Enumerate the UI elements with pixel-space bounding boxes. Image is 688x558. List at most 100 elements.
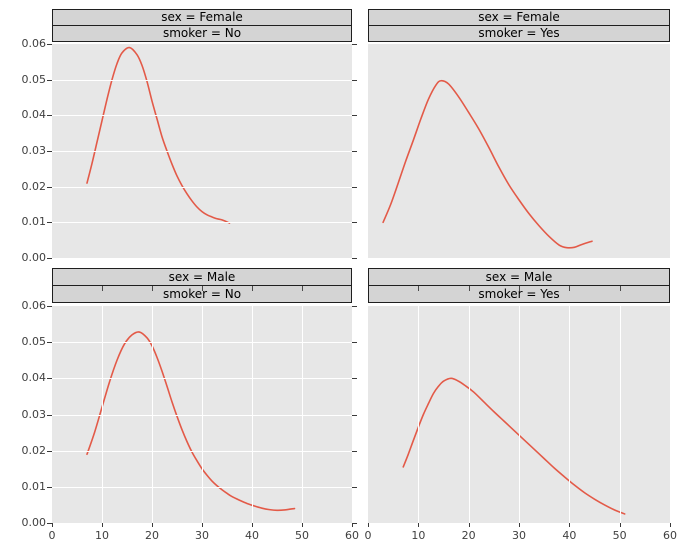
y-tick-label: 0.01 <box>21 479 47 493</box>
y-tick-label: 0.00 <box>21 251 47 264</box>
x-tick-mark-top <box>418 286 420 291</box>
gridline-vertical <box>468 306 470 523</box>
facet-strip-smoker-label: smoker = Yes <box>478 287 560 301</box>
facet-strip-sex-label: sex = Male <box>168 270 236 284</box>
x-tick-mark <box>202 523 203 527</box>
gridline-horizontal <box>52 378 352 380</box>
gridline-vertical <box>569 306 571 523</box>
y-tick-mark-right <box>352 151 357 152</box>
plot-panel-female-no <box>52 44 352 258</box>
y-tick-mark-right <box>352 342 357 344</box>
facet-strip-smoker-label: smoker = No <box>162 287 242 301</box>
y-tick-mark-right <box>352 79 357 81</box>
x-tick-label: 50 <box>612 529 627 542</box>
x-tick-label: 10 <box>411 529 426 542</box>
facet-strip-smoker: smoker = No <box>52 25 352 42</box>
facet-strip-sex: sex = Male <box>368 268 670 286</box>
facet-strip-smoker: smoker = Yes <box>368 25 670 42</box>
x-tick-label: 30 <box>195 529 209 542</box>
x-tick-mark-top <box>252 286 253 291</box>
y-tick-mark <box>47 115 52 117</box>
y-tick-mark <box>47 306 52 307</box>
x-tick-mark-top <box>302 286 303 291</box>
x-tick-mark-top <box>468 286 470 291</box>
facet-strip-smoker: smoker = No <box>52 285 352 303</box>
y-tick-mark-right <box>352 258 357 259</box>
x-tick-label: 50 <box>295 529 309 542</box>
gridline-horizontal <box>52 414 352 416</box>
kde-curve-svg <box>382 79 593 249</box>
x-tick-label: 20 <box>145 529 159 542</box>
x-tick-mark-top <box>102 286 103 291</box>
facet-female-no: sex = Female smoker = No <box>52 0 352 558</box>
y-tick-label: 0.03 <box>21 407 47 421</box>
x-tick-label: 0 <box>364 529 372 542</box>
y-tick-label: 0.04 <box>21 371 47 385</box>
x-tick-label: 60 <box>345 529 359 542</box>
y-tick-mark-right <box>352 523 357 524</box>
kde-curve <box>402 377 626 515</box>
plot-panel-male-yes <box>368 306 670 523</box>
x-tick-mark <box>519 523 520 527</box>
y-tick-mark <box>47 414 52 416</box>
y-tick-label: 0.02 <box>21 179 47 193</box>
y-tick-label: 0.00 <box>21 516 47 529</box>
x-tick-mark <box>102 523 103 527</box>
x-tick-label: 10 <box>95 529 109 542</box>
gridline-horizontal <box>52 115 352 117</box>
y-tick-mark <box>47 486 52 488</box>
x-tick-mark <box>619 523 621 527</box>
facet-strip-smoker: smoker = Yes <box>368 285 670 303</box>
facet-male-no: sex = Male smoker = No <box>52 0 352 558</box>
y-tick-mark <box>47 342 52 344</box>
y-tick-mark-right <box>352 486 357 488</box>
kde-curve-svg <box>86 46 231 224</box>
x-tick-label: 40 <box>245 529 259 542</box>
y-tick-label: 0.06 <box>21 37 47 50</box>
facet-male-yes: sex = Male smoker = Yes <box>368 0 670 558</box>
y-tick-mark <box>47 186 52 188</box>
y-tick-label: 0.02 <box>21 443 47 457</box>
x-tick-mark-top <box>202 286 203 291</box>
y-tick-label: 0.05 <box>21 72 47 86</box>
gridline-vertical <box>418 306 420 523</box>
y-tick-mark <box>47 222 52 224</box>
y-tick-mark-right <box>352 115 357 117</box>
x-tick-mark-top <box>152 286 153 291</box>
kde-curve <box>86 46 231 224</box>
x-tick-mark <box>302 523 303 527</box>
gridline-vertical <box>519 306 520 523</box>
x-tick-mark <box>152 523 153 527</box>
x-tick-mark <box>670 523 671 527</box>
y-tick-mark <box>47 44 52 45</box>
y-tick-mark <box>47 151 52 152</box>
x-tick-mark <box>352 523 353 527</box>
y-tick-mark-right <box>352 44 357 45</box>
plot-panel-male-no <box>52 306 352 523</box>
gridline-vertical <box>619 306 621 523</box>
gridline-horizontal <box>52 450 352 452</box>
facet-female-yes: sex = Female smoker = Yes <box>368 0 670 558</box>
kde-curve <box>86 331 296 512</box>
kde-curve-svg <box>86 331 296 512</box>
y-tick-label: 0.05 <box>21 335 47 349</box>
y-tick-mark-right <box>352 414 357 416</box>
x-tick-mark-top <box>569 286 571 291</box>
y-tick-label: 0.01 <box>21 215 47 229</box>
kde-curve <box>382 79 593 249</box>
facet-strip-sex-label: sex = Male <box>485 270 553 284</box>
x-tick-mark-top <box>519 286 520 291</box>
gridline-horizontal <box>52 151 352 152</box>
y-tick-mark <box>47 378 52 380</box>
y-tick-mark-right <box>352 186 357 188</box>
y-tick-label: 0.06 <box>21 299 47 312</box>
x-tick-label: 30 <box>512 529 526 542</box>
plot-panel-female-yes <box>368 44 670 258</box>
y-tick-mark <box>47 450 52 452</box>
y-tick-label: 0.03 <box>21 144 47 157</box>
y-tick-mark-right <box>352 306 357 307</box>
y-tick-mark <box>47 523 52 524</box>
facet-strip-sex-label: sex = Female <box>161 10 243 24</box>
gridline-horizontal <box>52 342 352 344</box>
